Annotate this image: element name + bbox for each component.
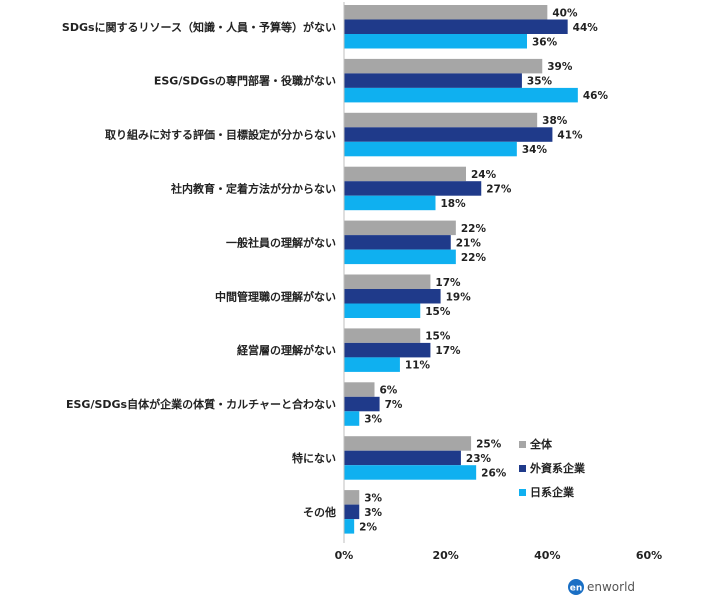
legend-swatch — [519, 489, 526, 496]
category-label: 取り組みに対する評価・目標設定が分からない — [105, 128, 336, 142]
data-label: 36% — [532, 36, 558, 48]
x-tick-label: 40% — [534, 549, 560, 562]
data-label: 17% — [435, 345, 461, 357]
category-group: その他 3% 3% 2% — [303, 490, 383, 534]
data-label: 21% — [456, 237, 482, 249]
category-group: 特にない 25% 23% 26% — [292, 436, 507, 480]
data-label: 3% — [364, 492, 382, 504]
category-label: 中間管理職の理解がない — [215, 289, 336, 303]
bar — [344, 235, 451, 250]
bar — [344, 58, 543, 74]
data-label: 26% — [481, 467, 507, 479]
category-group: 中間管理職の理解がない 17% 19% 15% — [215, 274, 472, 318]
bar — [344, 411, 360, 426]
bar — [344, 436, 472, 451]
data-label: 38% — [542, 115, 568, 127]
data-label: 41% — [557, 130, 583, 142]
bar — [344, 127, 553, 142]
x-tick-label: 60% — [636, 549, 662, 562]
data-label: 15% — [425, 331, 451, 343]
bar — [344, 87, 578, 103]
bar — [344, 112, 538, 128]
data-label: 7% — [385, 399, 403, 411]
category-group: 一般社員の理解がない 22% 21% 22% — [226, 220, 487, 265]
bar — [344, 303, 421, 318]
bar — [344, 141, 517, 157]
data-label: 18% — [441, 198, 467, 210]
category-label: ESG/SDGsの専門部署・役職がない — [154, 74, 336, 88]
bar — [344, 181, 482, 196]
bar — [344, 450, 461, 466]
x-axis-ticks: 0% 20% 40% 60% — [335, 549, 663, 562]
bars-layer: SDGsに関するリソース（知識・人員・予算等）がない 40% 44% 36% ESG/S… — [62, 5, 609, 534]
legend-swatch — [519, 465, 526, 472]
bar — [344, 34, 527, 49]
bar — [344, 342, 431, 358]
category-group: SDGsに関するリソース（知識・人員・予算等）がない 40% 44% 36% — [62, 5, 598, 49]
data-label: 22% — [461, 252, 487, 264]
data-label: 44% — [573, 22, 599, 34]
category-label: ESG/SDGs自体が企業の体質・カルチャーと合わない — [66, 397, 336, 411]
bar — [344, 504, 360, 520]
data-label: 22% — [461, 223, 487, 235]
category-label: SDGsに関するリソース（知識・人員・予算等）がない — [62, 20, 336, 34]
legend-label: 日系企業 — [530, 485, 575, 499]
bar — [344, 328, 421, 343]
bar — [344, 465, 477, 480]
data-label: 34% — [522, 144, 548, 156]
category-group: ESG/SDGsの専門部署・役職がない 39% 35% 46% — [154, 58, 609, 103]
bar — [344, 195, 436, 211]
legend-label: 外資系企業 — [529, 461, 586, 475]
bar — [344, 519, 355, 534]
data-label: 23% — [466, 453, 492, 465]
brand-logo: en enworld — [568, 579, 635, 595]
data-label: 24% — [471, 169, 497, 181]
bar — [344, 19, 568, 34]
category-label: 社内教育・定着方法が分からない — [170, 181, 336, 195]
brand-logo-icon — [568, 579, 584, 595]
data-label: 3% — [364, 414, 382, 426]
legend-swatch — [519, 441, 526, 448]
legend-label: 全体 — [529, 437, 553, 451]
bar — [344, 357, 400, 372]
brand-logo-mark: en — [570, 584, 583, 594]
data-label: 39% — [547, 61, 573, 73]
data-label: 11% — [405, 360, 431, 372]
data-label: 19% — [446, 291, 472, 303]
brand-name: enworld — [587, 580, 635, 594]
x-tick-label: 20% — [432, 549, 458, 562]
data-label: 35% — [527, 76, 553, 88]
bar — [344, 396, 380, 412]
bar — [344, 490, 360, 505]
category-label: 特にない — [292, 451, 336, 465]
category-group: 経営層の理解がない 15% 17% 11% — [237, 328, 461, 372]
bar — [344, 382, 375, 397]
data-label: 17% — [435, 277, 461, 289]
bar — [344, 166, 466, 182]
x-tick-label: 0% — [335, 549, 354, 562]
data-label: 25% — [476, 438, 502, 450]
category-group: ESG/SDGs自体が企業の体質・カルチャーと合わない 6% 7%3% — [66, 382, 403, 426]
data-label: 46% — [583, 90, 609, 102]
data-label: 15% — [425, 306, 451, 318]
category-group: 取り組みに対する評価・目標設定が分からない 38% 41% 34% — [105, 112, 583, 157]
bar — [344, 249, 456, 265]
category-group: 社内教育・定着方法が分からない 24% 27% 18% — [170, 166, 512, 211]
data-label: 3% — [364, 507, 382, 519]
bar — [344, 5, 548, 20]
bar — [344, 274, 431, 289]
bar — [344, 73, 522, 88]
data-label: 6% — [380, 385, 398, 397]
data-label: 2% — [359, 521, 377, 533]
bar — [344, 289, 441, 304]
category-label: 一般社員の理解がない — [226, 235, 336, 249]
data-label: 40% — [552, 7, 578, 19]
bar — [344, 220, 456, 236]
category-label: 経営層の理解がない — [237, 343, 336, 357]
category-label: その他 — [303, 505, 336, 519]
data-label: 27% — [486, 183, 512, 195]
